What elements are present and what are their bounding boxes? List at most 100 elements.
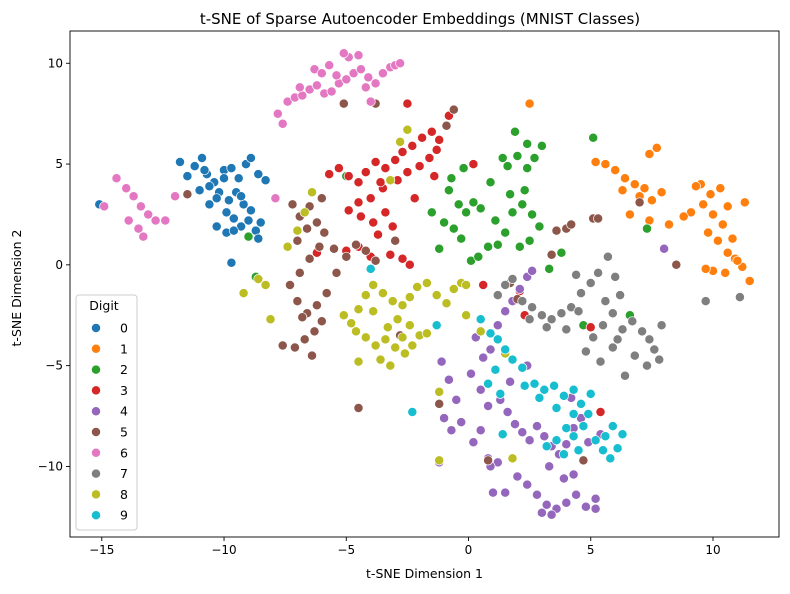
data-point xyxy=(558,473,569,484)
data-point xyxy=(294,267,305,278)
data-point xyxy=(353,197,364,208)
data-point xyxy=(617,429,628,440)
legend-marker xyxy=(91,385,101,396)
data-point xyxy=(223,195,234,206)
data-point xyxy=(580,501,591,512)
data-point xyxy=(637,326,648,337)
data-point xyxy=(382,322,393,333)
data-point xyxy=(182,189,193,200)
data-point xyxy=(297,312,308,323)
legend-item-digit-6: 6 xyxy=(91,445,128,460)
data-point xyxy=(461,310,472,321)
data-point xyxy=(556,247,567,258)
data-point xyxy=(395,136,406,147)
data-point xyxy=(397,300,408,311)
data-point xyxy=(468,437,479,448)
data-point xyxy=(610,271,621,282)
data-point xyxy=(475,326,486,337)
data-point xyxy=(387,221,398,232)
data-point xyxy=(253,233,264,244)
data-point xyxy=(664,219,674,230)
data-point xyxy=(524,314,535,325)
data-point xyxy=(483,241,494,252)
data-point xyxy=(500,487,511,498)
data-point xyxy=(414,161,425,172)
data-point xyxy=(228,213,239,224)
data-point xyxy=(219,173,229,184)
data-point xyxy=(517,199,528,210)
data-point xyxy=(338,98,349,109)
data-point xyxy=(642,223,652,234)
data-point xyxy=(341,251,352,262)
data-point xyxy=(392,314,403,325)
data-point xyxy=(602,251,613,262)
data-point xyxy=(720,267,731,278)
data-point xyxy=(353,356,364,367)
data-point xyxy=(360,167,371,178)
data-point xyxy=(639,183,650,194)
data-point xyxy=(610,165,621,176)
data-point xyxy=(390,155,401,165)
data-point xyxy=(397,147,408,157)
data-point xyxy=(111,173,122,184)
data-point xyxy=(128,191,139,202)
data-point xyxy=(407,140,418,151)
data-point xyxy=(490,215,501,226)
data-point xyxy=(588,132,599,143)
legend-item-digit-0: 0 xyxy=(91,321,128,336)
data-point xyxy=(629,350,640,361)
data-point xyxy=(160,215,171,226)
data-point xyxy=(492,320,503,331)
data-point xyxy=(549,380,560,391)
data-point xyxy=(485,344,496,355)
data-point xyxy=(527,209,538,220)
data-point xyxy=(343,171,354,182)
data-point xyxy=(571,489,582,500)
data-point xyxy=(561,324,572,335)
data-point xyxy=(380,334,391,345)
data-point xyxy=(507,207,518,218)
points-layer xyxy=(94,48,755,520)
data-point xyxy=(443,374,454,385)
data-point xyxy=(607,342,618,353)
data-point xyxy=(644,149,655,159)
data-point xyxy=(708,209,718,220)
data-point xyxy=(272,108,283,119)
data-point xyxy=(478,352,489,363)
y-axis-label: t-SNE Dimension 2 xyxy=(9,230,24,347)
data-point xyxy=(253,274,264,284)
data-point xyxy=(270,193,281,204)
data-point xyxy=(739,197,750,208)
data-point xyxy=(717,219,728,230)
data-point xyxy=(598,320,608,331)
data-point xyxy=(744,276,755,286)
legend-marker xyxy=(91,489,101,500)
data-point xyxy=(612,334,623,345)
data-point xyxy=(311,80,322,91)
data-point xyxy=(617,324,628,335)
data-point xyxy=(659,243,670,254)
data-point xyxy=(627,316,638,327)
data-point xyxy=(593,213,604,224)
data-point xyxy=(373,229,383,240)
data-point xyxy=(397,332,408,343)
data-point xyxy=(534,392,545,403)
data-point xyxy=(522,138,533,149)
data-point xyxy=(434,398,445,409)
series-digit-3 xyxy=(311,98,606,417)
data-point xyxy=(485,177,496,188)
data-point xyxy=(536,507,547,518)
data-point xyxy=(397,253,408,264)
data-point xyxy=(500,227,511,238)
data-point xyxy=(458,163,469,174)
data-point xyxy=(404,259,415,270)
data-point xyxy=(260,175,271,186)
data-point xyxy=(370,340,381,351)
data-point xyxy=(245,153,256,163)
data-point xyxy=(588,332,599,343)
data-point xyxy=(121,183,132,194)
series-digit-6 xyxy=(99,48,406,242)
data-point xyxy=(377,288,388,299)
data-point xyxy=(483,455,494,466)
